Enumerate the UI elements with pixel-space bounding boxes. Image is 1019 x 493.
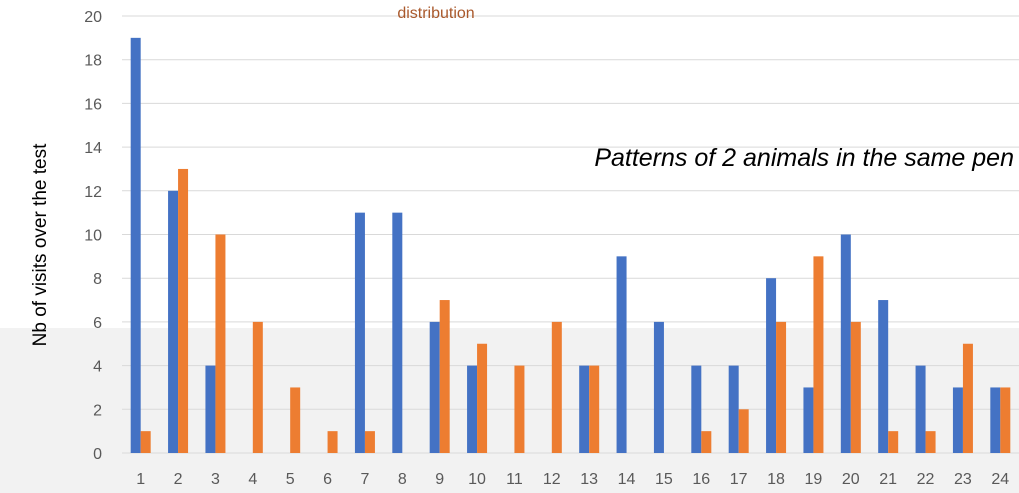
y-tick-label: 4 [93, 359, 102, 376]
bar-series-1-cat-14 [616, 256, 627, 453]
distribution-note: distribution [397, 5, 474, 22]
x-tick-label: 14 [618, 471, 636, 488]
shaded-band [0, 328, 1019, 493]
bar-series-2-cat-10 [477, 343, 488, 453]
bar-series-1-cat-21 [878, 300, 889, 453]
bar-series-1-cat-18 [766, 278, 777, 453]
gridlines [122, 15, 1019, 454]
bar-series-2-cat-24 [1000, 387, 1011, 453]
bar-series-2-cat-22 [925, 431, 936, 453]
x-tick-label: 23 [954, 471, 972, 488]
bar-series-1-cat-3 [205, 365, 216, 453]
bar-series-1-cat-23 [952, 387, 963, 453]
x-tick-label: 4 [248, 471, 257, 488]
bar-series-2-cat-20 [850, 321, 861, 453]
bars [130, 37, 1011, 454]
bar-series-1-cat-13 [579, 365, 590, 453]
y-tick-label: 8 [93, 271, 102, 288]
y-tick-label: 14 [84, 140, 102, 157]
x-tick-label: 13 [580, 471, 598, 488]
x-tick-label: 7 [360, 471, 369, 488]
bar-series-1-cat-10 [467, 365, 478, 453]
bar-series-1-cat-20 [840, 234, 851, 453]
bar-series-2-cat-9 [439, 300, 450, 453]
bar-series-2-cat-3 [215, 234, 226, 453]
x-tick-label: 6 [323, 471, 332, 488]
x-tick-label: 18 [767, 471, 785, 488]
x-tick-label: 22 [917, 471, 935, 488]
pattern-annotation: Patterns of 2 animals in the same pen [594, 144, 1014, 172]
x-tick-label: 11 [506, 471, 523, 488]
x-tick-labels: 1 2 3 4 5 6 7 8 9 10 11 12 13 14 15 16 17 18 19 20 21 22 23 24 [136, 471, 1009, 488]
y-axis-label: Nb of visits over the test [30, 143, 51, 346]
x-tick-label: 3 [211, 471, 220, 488]
x-tick-label: 9 [435, 471, 444, 488]
bar-series-2-cat-17 [738, 409, 749, 453]
bar-series-2-cat-6 [327, 431, 338, 453]
bar-series-1-cat-19 [803, 387, 814, 453]
x-tick-label: 1 [136, 471, 145, 488]
bar-series-1-cat-2 [168, 190, 179, 454]
bar-series-2-cat-11 [514, 365, 525, 453]
y-tick-label: 20 [84, 9, 102, 26]
x-tick-label: 16 [692, 471, 710, 488]
bar-series-1-cat-24 [990, 387, 1001, 453]
bar-series-2-cat-12 [551, 321, 562, 453]
bar-series-1-cat-1 [130, 37, 141, 453]
bar-series-2-cat-4 [252, 321, 263, 453]
bar-series-2-cat-2 [178, 168, 189, 453]
y-tick-label: 0 [93, 446, 102, 463]
bar-series-2-cat-23 [962, 343, 973, 453]
bar-series-1-cat-22 [915, 365, 926, 453]
x-tick-label: 20 [842, 471, 860, 488]
x-tick-label: 21 [879, 471, 897, 488]
bar-series-1-cat-8 [392, 212, 403, 453]
bar-series-2-cat-18 [776, 321, 787, 453]
x-tick-label: 19 [805, 471, 823, 488]
bar-series-2-cat-5 [290, 387, 301, 453]
bar-series-1-cat-17 [728, 365, 739, 453]
y-tick-label: 12 [84, 184, 102, 201]
x-tick-label: 17 [730, 471, 748, 488]
bar-series-2-cat-19 [813, 256, 824, 453]
bar-series-2-cat-1 [140, 431, 151, 453]
y-tick-labels: 0 2 4 6 8 10 12 14 16 18 20 [84, 9, 102, 463]
bar-series-1-cat-7 [354, 212, 365, 453]
y-tick-label: 18 [84, 53, 102, 70]
x-tick-label: 8 [398, 471, 407, 488]
x-tick-label: 5 [286, 471, 295, 488]
y-tick-label: 6 [93, 315, 102, 332]
bar-series-1-cat-15 [653, 321, 664, 453]
bar-series-1-cat-9 [429, 321, 440, 453]
bar-series-1-cat-16 [691, 365, 702, 453]
y-tick-label: 2 [93, 402, 102, 419]
x-tick-label: 15 [655, 471, 673, 488]
y-tick-label: 16 [84, 96, 102, 113]
bar-series-2-cat-21 [888, 431, 899, 453]
bar-series-2-cat-16 [701, 431, 712, 453]
bar-series-2-cat-7 [364, 431, 375, 453]
bar-series-2-cat-13 [589, 365, 600, 453]
y-tick-label: 10 [84, 228, 102, 245]
x-tick-label: 2 [174, 471, 183, 488]
x-tick-label: 10 [468, 471, 486, 488]
x-tick-label: 24 [991, 471, 1009, 488]
x-tick-label: 12 [543, 471, 561, 488]
